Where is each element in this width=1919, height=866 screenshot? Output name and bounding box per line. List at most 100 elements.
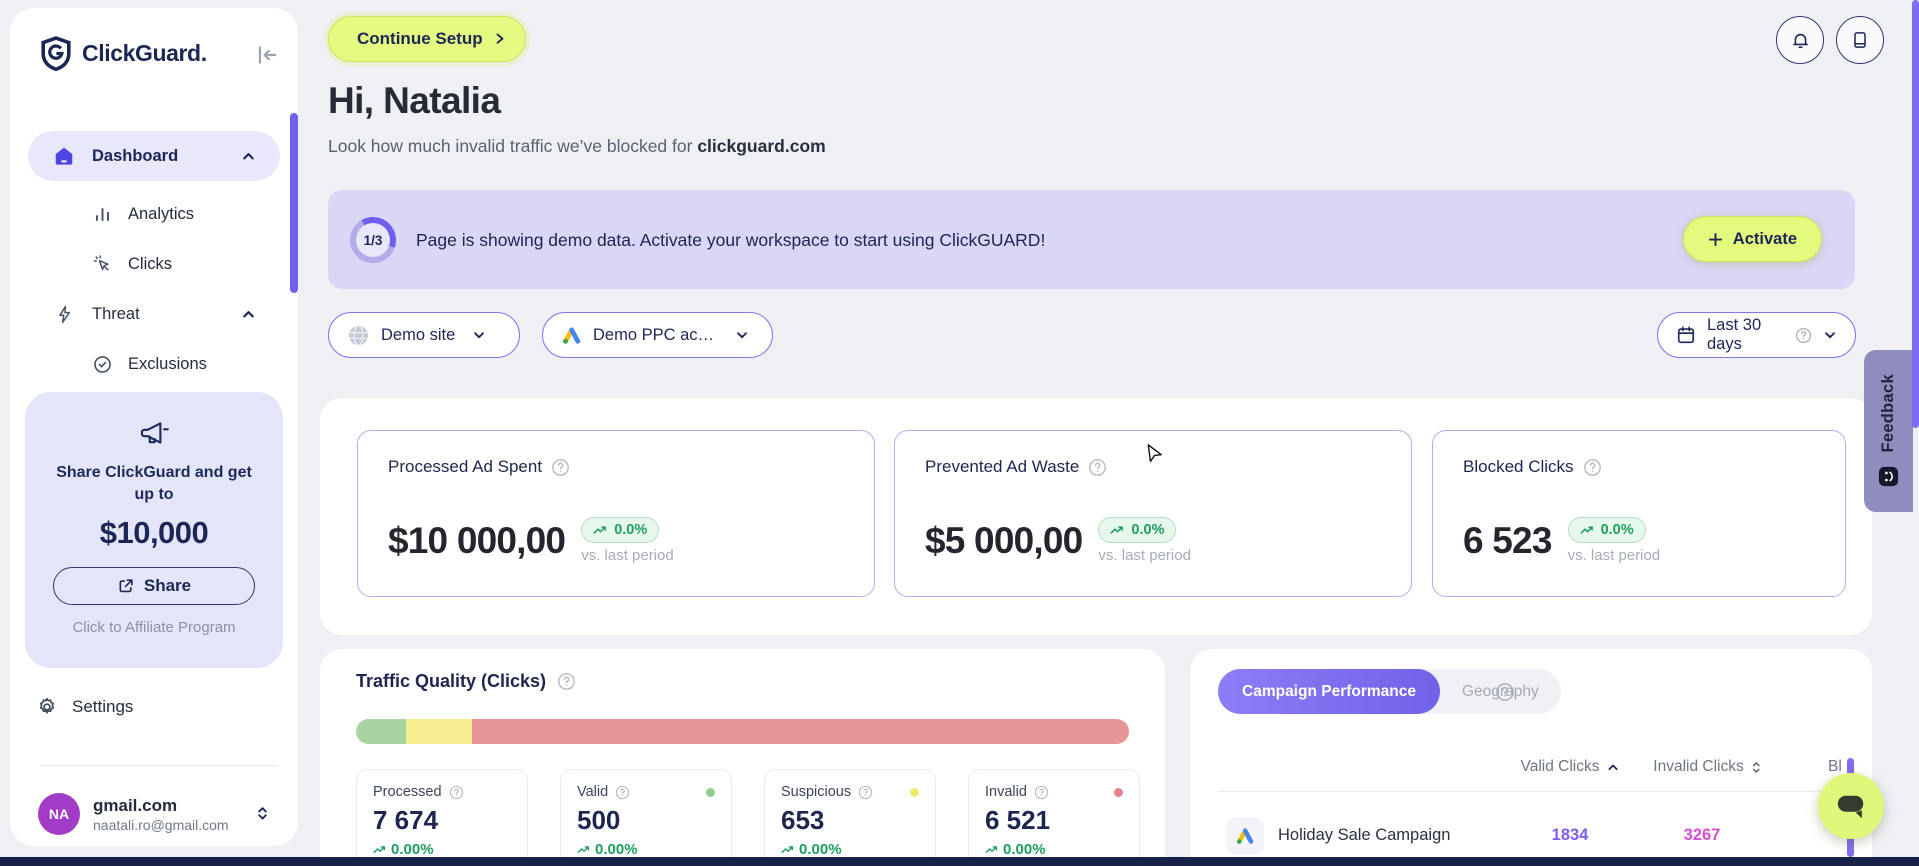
book-icon [1850, 30, 1870, 50]
external-link-icon [117, 577, 135, 595]
docs-button[interactable] [1836, 16, 1884, 64]
metric-label: Invalid [985, 784, 1027, 800]
sidebar-item-settings[interactable]: Settings [36, 686, 276, 728]
kpi-value: $10 000,00 [388, 519, 566, 561]
kpi-card-blocked-clicks: Blocked Clicks 6 523 0.0% vs. last perio… [1432, 430, 1846, 597]
account-switcher[interactable]: NA gmail.com naatali.ro@gmail.com [38, 791, 278, 837]
help-icon[interactable] [1034, 785, 1049, 800]
traffic-quality-title: Traffic Quality (Clicks) [356, 671, 547, 691]
metric-delta: 0.00% [391, 841, 434, 858]
trend-up-icon [593, 525, 608, 535]
ppc-account-selector[interactable]: Demo PPC ac… [542, 312, 773, 358]
trend-up-icon [1110, 525, 1125, 535]
ppc-account-value: Demo PPC ac… [593, 325, 715, 344]
activate-button[interactable]: Activate [1682, 216, 1822, 262]
help-icon[interactable] [449, 785, 464, 800]
column-header-invalid-clicks[interactable]: Invalid Clicks [1653, 758, 1762, 776]
kpi-label: Prevented Ad Waste [925, 457, 1080, 476]
site-selector-value: Demo site [381, 325, 456, 344]
kpi-delta: 0.0% [614, 522, 648, 538]
logo-text: ClickGuard. [82, 40, 207, 66]
page-subtitle: Look how much invalid traffic we’ve bloc… [328, 136, 826, 157]
metric-card-suspicious: Suspicious 653 0.00% [764, 769, 936, 866]
column-header-valid-clicks[interactable]: Valid Clicks [1521, 758, 1620, 776]
sidebar-item-exclusions[interactable]: Exclusions [28, 341, 280, 387]
sidebar-item-label: Exclusions [128, 354, 207, 373]
trend-up-icon [577, 845, 591, 854]
campaign-name[interactable]: Holiday Sale Campaign [1278, 826, 1451, 844]
metric-value: 500 [577, 805, 621, 835]
traffic-quality-stacked-bar [356, 719, 1129, 744]
site-selector[interactable]: Demo site [328, 312, 520, 358]
metric-value: 6 521 [985, 805, 1051, 835]
sidebar-item-label: Analytics [128, 204, 195, 223]
activate-label: Activate [1732, 229, 1797, 248]
page-scrollbar[interactable] [1912, 0, 1919, 428]
traffic-quality-panel: Traffic Quality (Clicks) Processed 7 674… [320, 649, 1165, 866]
help-icon[interactable] [1583, 458, 1602, 477]
help-icon[interactable] [1795, 327, 1812, 344]
sidebar-item-analytics[interactable]: Analytics [28, 191, 280, 237]
chevron-up-icon [241, 149, 256, 164]
sidebar-item-clicks[interactable]: Clicks [28, 241, 280, 287]
sidebar-divider [40, 765, 278, 766]
date-range-selector[interactable]: Last 30 days [1657, 312, 1856, 358]
account-email: naatali.ro@gmail.com [93, 816, 229, 833]
home-icon [52, 145, 76, 167]
trend-up-icon [985, 845, 999, 854]
help-icon[interactable] [615, 785, 630, 800]
sidebar: ClickGuard. Dashboard Analytics Clicks [10, 8, 298, 846]
help-icon[interactable] [1495, 682, 1515, 702]
banner-message: Page is showing demo data. Activate your… [416, 230, 1046, 250]
sidebar-item-label: Threat [92, 304, 140, 323]
help-icon[interactable] [551, 458, 570, 477]
kpi-delta: 0.0% [1131, 522, 1165, 538]
promo-footer: Click to Affiliate Program [72, 619, 236, 637]
sidebar-collapse-icon[interactable] [254, 42, 280, 68]
continue-setup-button[interactable]: Continue Setup [328, 16, 526, 62]
column-label: Valid Clicks [1520, 758, 1600, 775]
metric-dot [910, 787, 919, 797]
account-name: gmail.com [93, 795, 178, 815]
metric-label: Valid [577, 784, 609, 800]
speech-bubble-icon [1835, 791, 1867, 821]
tab-geography[interactable]: Geography [1440, 669, 1561, 714]
promo-text: Share ClickGuard and get up to [56, 464, 252, 503]
share-button[interactable]: Share [53, 567, 255, 606]
metric-dot [1114, 787, 1123, 797]
bar-segment-suspicious [406, 719, 472, 744]
chevron-up-down-icon [255, 804, 270, 823]
chevron-up-icon [241, 307, 256, 322]
kpi-period: vs. last period [1567, 547, 1661, 564]
sidebar-item-dashboard[interactable]: Dashboard [28, 131, 280, 181]
sidebar-item-threat[interactable]: Threat [28, 291, 280, 337]
metric-dot [706, 787, 715, 797]
setup-progress-step: 1/3 [356, 223, 390, 257]
feedback-label: Feedback [1879, 374, 1897, 453]
help-icon[interactable] [557, 672, 576, 691]
plus-icon [1708, 232, 1723, 247]
help-icon[interactable] [1088, 458, 1107, 477]
campaign-performance-panel: Campaign Performance Geography Valid Cli… [1190, 649, 1872, 866]
logo[interactable]: ClickGuard. [40, 36, 207, 71]
bell-icon [1790, 30, 1811, 51]
metric-value: 653 [781, 805, 825, 835]
sidebar-item-label: Clicks [128, 254, 172, 273]
sidebar-scrollbar[interactable] [290, 113, 298, 293]
help-icon[interactable] [858, 785, 873, 800]
trend-up-icon [1580, 525, 1595, 535]
tab-campaign-performance[interactable]: Campaign Performance [1218, 669, 1440, 714]
feedback-tab[interactable]: Feedback [1864, 350, 1913, 512]
metric-delta: 0.00% [595, 841, 638, 858]
notifications-button[interactable] [1776, 16, 1824, 64]
column-header-blocked[interactable]: Bl [1828, 758, 1842, 776]
affiliate-promo-card[interactable]: Share ClickGuard and get up to $10,000 S… [25, 392, 283, 668]
metric-card-processed: Processed 7 674 0.00% [356, 769, 528, 866]
settings-label: Settings [72, 697, 134, 716]
kpi-value: 6 523 [1463, 519, 1552, 561]
chat-launcher-button[interactable] [1818, 773, 1884, 839]
bar-segment-valid [356, 719, 407, 744]
setup-progress-ring: 1/3 [350, 217, 396, 263]
campaign-invalid-clicks: 3267 [1683, 826, 1721, 844]
